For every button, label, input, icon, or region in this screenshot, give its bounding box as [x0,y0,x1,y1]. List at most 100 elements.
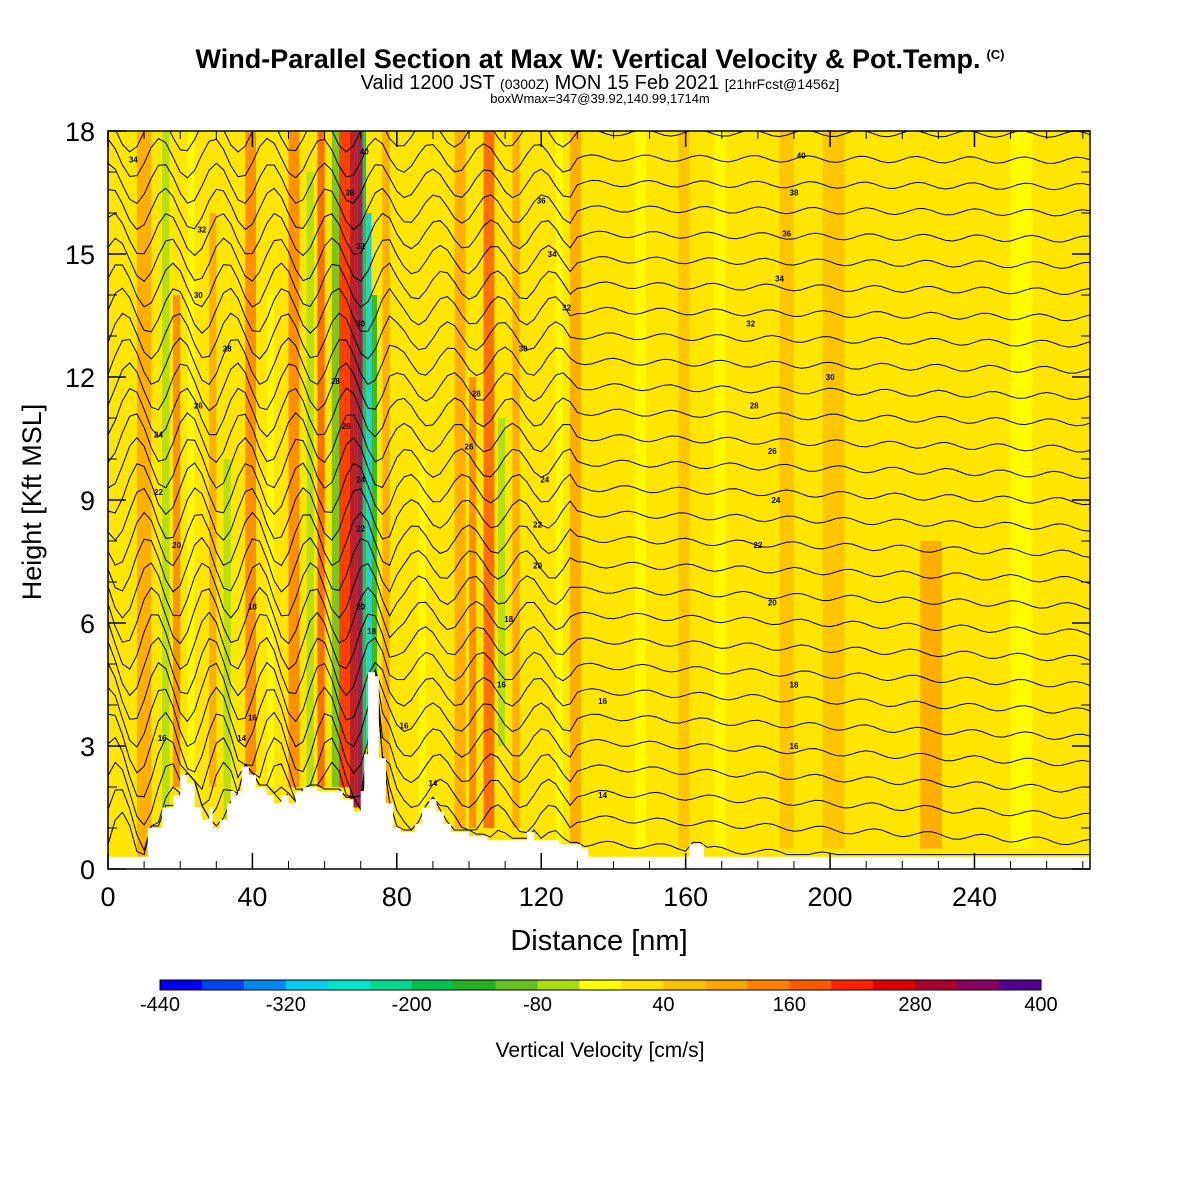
theta-contour [108,387,1090,438]
plot-area: 34 32 30 28 26 24 22 20 18 16 16 14 40 36 32 30 28 26 24 22… [108,131,1090,869]
w-streak [570,131,581,849]
colorbar-swatch [537,980,581,990]
theta-contour [108,412,1090,464]
theta-contour [108,636,1090,697]
theta-label: 20 [768,599,777,608]
theta-label: 22 [154,488,163,497]
theta-contour [108,487,1090,541]
theta-label: 28 [331,377,340,386]
x-axis-label: Distance [nm] [510,925,687,957]
theta-label: 32 [746,320,755,329]
theta-label: 18 [248,603,257,612]
theta-contour [108,262,1090,308]
w-streak [1010,131,1033,849]
colorbar-tick-label: 40 [652,994,674,1016]
colorbar-frame [159,979,1042,991]
theta-label: 36 [537,197,546,206]
colorbar: -440 -320 -200 -80 40 160 280 400 [140,979,1058,1016]
y-tick-label: 9 [80,486,95,516]
theta-contour [108,137,1090,179]
colorbar-tick-label: 400 [1024,994,1057,1016]
colorbar-swatch [201,980,245,990]
theta-contour [108,237,1090,282]
x-tick-label: 240 [952,882,997,912]
theta-label: 36 [782,230,791,239]
w-streak [331,131,339,787]
w-streak [288,131,300,787]
theta-contour [108,670,1090,774]
theta-label: 34 [775,275,784,284]
chart-subtitle: Valid 1200 JST (0300Z) MON 15 Feb 2021 [… [0,73,1200,94]
theta-label: 26 [768,447,777,456]
theta-contour [108,162,1090,205]
theta-contour-labels: 34 32 30 28 26 24 22 20 18 16 16 14 40 36 32 30 28 26 24 22… [129,148,835,801]
colorbar-swatch [411,980,455,990]
colorbar-swatch [831,980,874,990]
colorbar-swatch [160,980,203,990]
w-streak [349,131,358,808]
terrain-mask [108,672,1090,869]
theta-contour [108,670,1090,852]
y-tick-label: 15 [65,240,95,270]
theta-label: 26 [194,402,203,411]
theta-contour [108,312,1090,360]
w-streak [382,131,390,828]
theta-label: 36 [345,189,354,198]
theta-label: 28 [750,402,759,411]
theta-label: 40 [360,148,369,157]
w-streak [136,131,152,857]
colorbar-swatch [915,980,958,990]
w-streak [357,131,363,808]
w-streak [306,172,314,787]
w-streak [822,131,845,849]
w-streak [223,459,231,828]
w-streak [497,418,506,746]
theta-contour [108,462,1090,516]
theta-label: 24 [540,476,549,485]
w-streak [418,459,426,828]
theta-label: 34 [548,250,557,259]
theta-label: 18 [367,627,376,636]
theta-label: 30 [519,344,528,353]
w-streak [245,131,256,787]
theta-contour [108,287,1090,334]
theta-label: 22 [356,525,365,534]
theta-contour [108,611,1090,671]
theta-contour [108,668,1090,748]
colorbar-swatch [243,980,287,990]
theta-label: 18 [504,615,513,624]
theta-label: 20 [172,541,181,550]
colorbar-swatch [369,980,413,990]
x-tick-label: 200 [808,882,853,912]
w-streak [469,377,477,828]
x-tick-label: 80 [382,882,412,912]
w-streak [339,131,350,787]
theta-label: 20 [533,562,542,571]
colorbar-swatch [663,980,706,990]
theta-label: 16 [248,713,257,722]
y-tick-label: 18 [65,117,95,147]
theta-label: 32 [197,225,206,234]
colorbar-swatch [873,980,916,990]
colorbar-swatch [579,980,622,990]
colorbar-tick-label: -440 [140,994,180,1016]
w-streak [920,541,942,849]
w-streak [555,131,563,849]
colorbar-swatch [285,980,329,990]
theta-label: 26 [465,443,474,452]
theta-label: 38 [790,189,799,198]
chart-title-text: Wind-Parallel Section at Max W: Vertical… [195,44,981,74]
theta-label: 24 [356,476,365,485]
theta-contour [108,586,1090,645]
theta-contour [108,661,1090,723]
theta-label: 16 [497,681,506,690]
colorbar-tick-label: -200 [392,994,432,1016]
w-streak [678,131,690,849]
theta-contour [108,436,1090,489]
theta-label: 18 [790,681,799,690]
theta-contour [108,187,1090,231]
theta-label: 28 [472,389,481,398]
colorbar-label: Vertical Velocity [cm/s] [496,1039,705,1062]
colorbar-swatch [999,980,1042,990]
